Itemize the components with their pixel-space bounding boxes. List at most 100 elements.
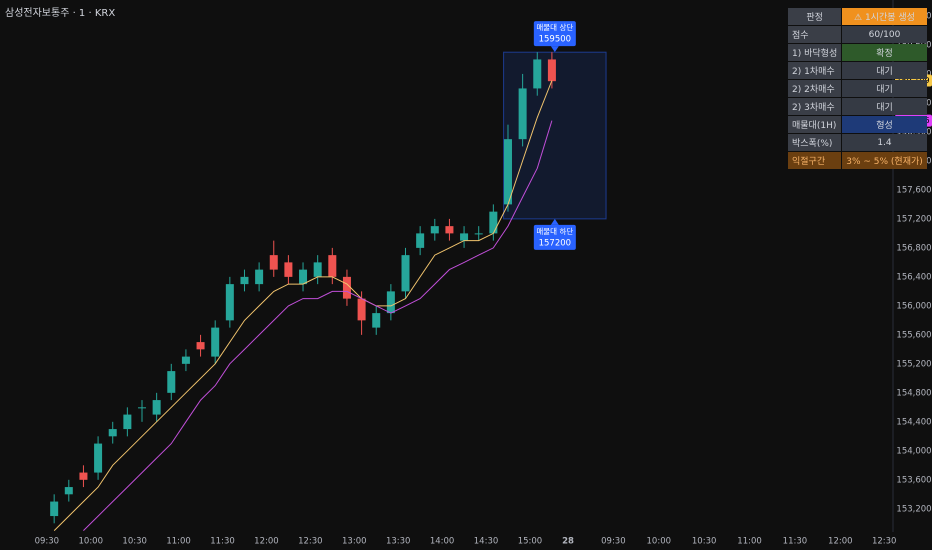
moving-average [53, 80, 553, 531]
table-row: 2) 1차매수 대기 [788, 62, 927, 79]
candle-body [138, 407, 147, 409]
y-tick-label: 154,000 [896, 446, 931, 456]
candle-body [386, 291, 395, 314]
y-tick-label: 155,200 [896, 359, 931, 369]
candle-body [79, 472, 88, 480]
table-row: 매물대(1H) 형성 [788, 116, 927, 133]
candle-body [489, 211, 498, 234]
y-tick-label: 153,600 [896, 475, 931, 485]
x-tick-label: 12:30 [298, 537, 323, 547]
candle-body [503, 139, 512, 205]
table-row: 판정 ⚠ 1시간봉 생성 [788, 8, 927, 25]
x-tick-label: 12:00 [828, 537, 853, 547]
zone-top-value: 159500 [539, 35, 571, 45]
y-tick-label: 157,200 [896, 214, 931, 224]
candle-body [372, 313, 381, 328]
candle-body [430, 226, 439, 234]
table-value: ⚠ 1시간봉 생성 [842, 8, 927, 25]
candle-body [225, 284, 234, 321]
zone-bottom-box [533, 224, 576, 250]
table-key: 2) 1차매수 [788, 62, 842, 79]
candle-body [181, 356, 190, 364]
table-row: 익절구간 3% ~ 5% (현재가) [788, 152, 927, 169]
y-tick-label: 154,400 [896, 417, 931, 427]
candle-body [474, 233, 483, 235]
table-row: 점수 60/100 [788, 26, 927, 43]
x-tick-label: 14:00 [430, 537, 455, 547]
x-tick-label: 13:00 [342, 537, 367, 547]
x-tick-label: 10:30 [692, 537, 717, 547]
candle-body [255, 269, 264, 285]
y-tick-label: 156,400 [896, 272, 931, 282]
candle-body [123, 414, 132, 430]
candle-body [64, 487, 73, 495]
table-key: 2) 2차매수 [788, 80, 842, 97]
candle-body [211, 327, 220, 357]
x-tick-label: 10:00 [79, 537, 104, 547]
x-tick-label: 11:30 [210, 537, 235, 547]
candle-body [94, 443, 103, 473]
table-row: 2) 2차매수 대기 [788, 80, 927, 97]
zone-top-label: 매물대 상단 [536, 22, 573, 32]
y-tick-label: 155,600 [896, 330, 931, 340]
table-key: 판정 [788, 8, 842, 25]
candle-body [328, 255, 337, 277]
candle-body [299, 269, 308, 285]
moving-average [83, 120, 553, 531]
zone-top-box [533, 21, 576, 47]
x-tick-label: 11:00 [737, 537, 762, 547]
x-tick-label: 11:30 [783, 537, 808, 547]
candle-body [518, 88, 527, 140]
zone-bottom-pointer [550, 218, 559, 225]
table-row: 박스폭(%) 1.4 [788, 134, 927, 151]
table-value: 대기 [842, 98, 927, 115]
x-tick-label: 14:30 [474, 537, 499, 547]
candle-body [313, 262, 322, 277]
candle-body [533, 59, 542, 89]
table-key: 박스폭(%) [788, 134, 842, 151]
x-tick-label: 10:30 [122, 537, 147, 547]
table-key: 익절구간 [788, 152, 842, 169]
x-tick-label: 10:00 [647, 537, 672, 547]
candle-body [401, 255, 410, 292]
y-tick-label: 157,600 [896, 185, 931, 195]
y-tick-label: 156,800 [896, 243, 931, 253]
table-row: 1) 바닥형성 확정 [788, 44, 927, 61]
candle-body [50, 501, 59, 517]
zone-bottom-label: 매물대 하단 [536, 226, 573, 236]
table-value: 대기 [842, 62, 927, 79]
x-tick-label: 15:00 [518, 537, 543, 547]
table-key: 매물대(1H) [788, 116, 842, 133]
x-tick-label: 13:30 [386, 537, 411, 547]
x-tick-label: 12:30 [872, 537, 897, 547]
table-value: 확정 [842, 44, 927, 61]
table-value: 형성 [842, 116, 927, 133]
table-key: 2) 3차매수 [788, 98, 842, 115]
y-tick-label: 153,200 [896, 504, 931, 514]
candle-body [460, 233, 469, 241]
zone-top-pointer [550, 46, 559, 53]
status-table: 판정 ⚠ 1시간봉 생성 점수 60/100 1) 바닥형성 확정 2) 1차매수 대기 2) … [787, 7, 928, 170]
candle-body [167, 371, 176, 393]
chart-title: 삼성전자보통주 · 1 · KRX [5, 7, 115, 19]
x-tick-label: 11:00 [166, 537, 191, 547]
table-value: 3% ~ 5% (현재가) [842, 152, 927, 169]
x-tick-label: 28 [562, 537, 574, 547]
candle-body [196, 342, 205, 350]
x-tick-label: 09:30 [601, 537, 626, 547]
candle-body [547, 59, 556, 82]
candle-body [152, 400, 161, 415]
candle-body [240, 276, 249, 285]
x-tick-label: 12:00 [254, 537, 279, 547]
table-value: 60/100 [842, 26, 927, 43]
candle-body [342, 276, 351, 299]
candle-body [284, 262, 293, 277]
table-row: 2) 3차매수 대기 [788, 98, 927, 115]
y-tick-label: 154,800 [896, 388, 931, 398]
candle-body [416, 233, 425, 248]
zone-bottom-value: 157200 [539, 238, 571, 248]
x-tick-label: 09:30 [35, 537, 60, 547]
